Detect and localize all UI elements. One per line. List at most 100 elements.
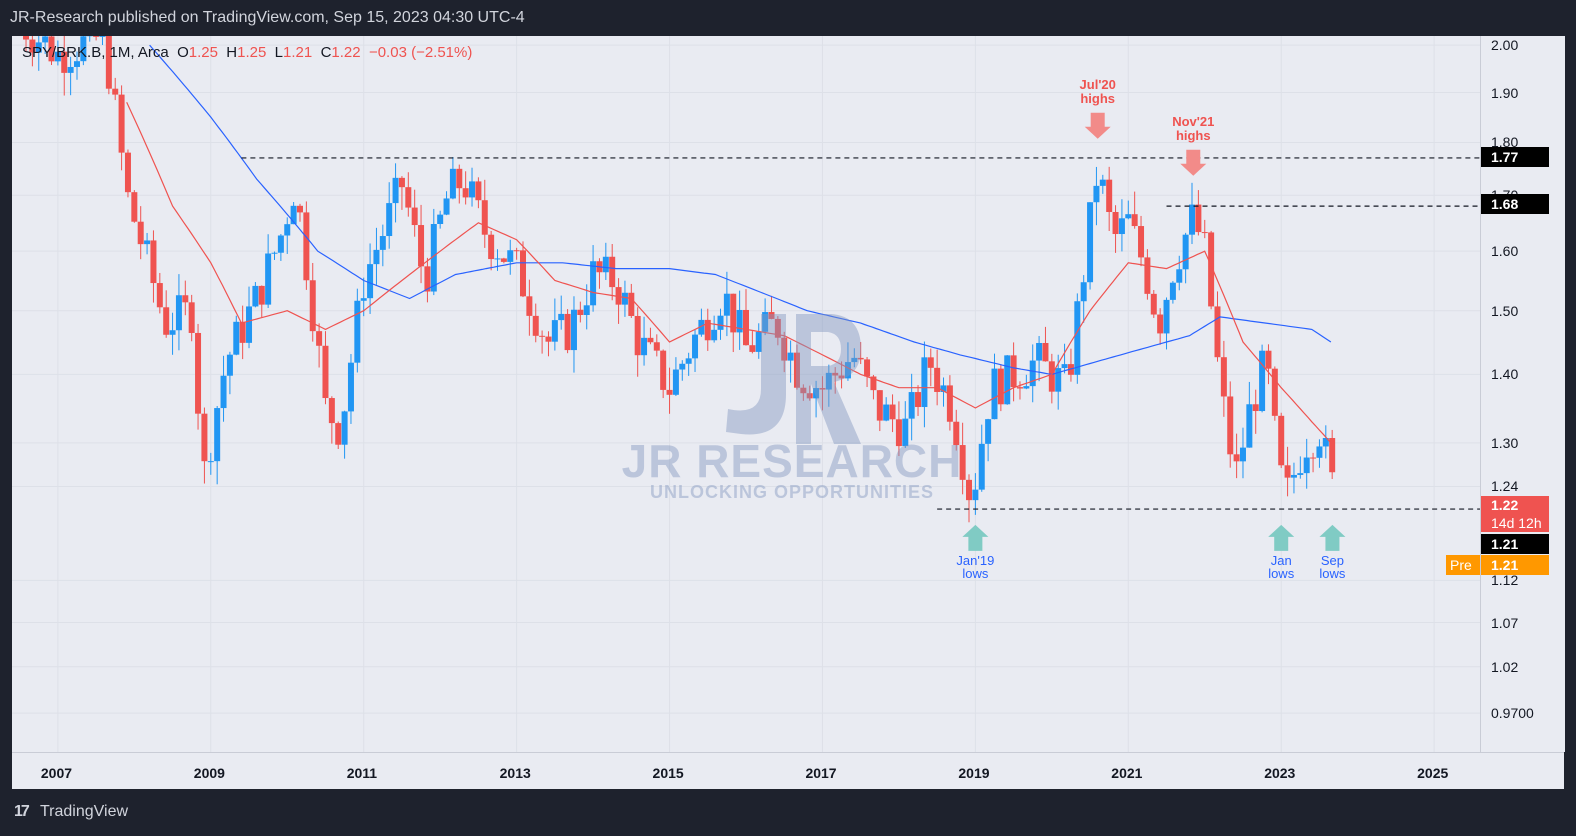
candle-body (144, 240, 151, 245)
candle-body (258, 285, 265, 305)
candle-body (532, 315, 539, 336)
candle-body (1182, 234, 1189, 270)
open-label: O (177, 44, 189, 61)
candle-body (1303, 457, 1310, 474)
candle-body (908, 392, 915, 419)
jr-logo-watermark (726, 314, 861, 444)
y-tick-label: 0.9700 (1491, 705, 1534, 722)
candle-body (513, 250, 520, 252)
y-tick-label: 1.60 (1491, 243, 1519, 260)
candle-body (1246, 404, 1253, 448)
candle-body (226, 354, 233, 376)
candle-body (1176, 269, 1183, 283)
candle-body (1163, 299, 1170, 334)
footer: 17 TradingView (0, 788, 1576, 836)
candle-body (1099, 179, 1106, 186)
candle-body (660, 350, 667, 390)
high-value: 1.25 (237, 44, 267, 61)
annotation-label: Jul'20 (1080, 77, 1116, 92)
change-value: −0.03 (−2.51%) (368, 44, 473, 61)
tradingview-logo-icon: 17 (14, 803, 30, 820)
candle-body (195, 332, 202, 414)
publish-title: JR-Research published on TradingView.com… (10, 9, 525, 26)
annotation-label: Sep (1321, 553, 1344, 568)
brand-name[interactable]: TradingView (40, 803, 129, 820)
price-tag-last: 1.22 (1481, 496, 1549, 514)
candle-body (481, 200, 488, 235)
candle-body (398, 177, 405, 188)
candle-body (832, 372, 839, 376)
candle-body (570, 309, 577, 351)
candle-body (583, 305, 590, 315)
x-tick-label: 2019 (958, 765, 990, 781)
candle-body (1284, 465, 1291, 478)
candle-body (813, 388, 820, 399)
candle-body (405, 187, 412, 208)
candle-body (449, 168, 456, 199)
chart-plot-area[interactable]: Jul'20 highs Nov'21 highs Jan'19 lows Jan lows S… (12, 36, 1480, 752)
x-tick-label: 2017 (805, 765, 837, 781)
close-label: C (320, 44, 332, 61)
candle-body (1125, 214, 1132, 219)
candle-body (545, 336, 552, 342)
candle-body (800, 387, 807, 394)
candle-body (1157, 314, 1164, 334)
candle-body (1265, 350, 1272, 369)
x-tick-label: 2011 (346, 765, 378, 781)
candle-body (1259, 350, 1266, 412)
candle-body (666, 389, 673, 395)
candle-body (131, 192, 138, 222)
candle-body (755, 331, 762, 352)
candle-body (558, 313, 565, 321)
arrow-down-icon (1084, 112, 1111, 139)
candle-body (1316, 446, 1323, 458)
candle-body (634, 315, 641, 356)
candle-body (519, 250, 526, 297)
candle-body (628, 292, 635, 316)
price-axis[interactable]: 2.001.901.801.701.601.501.401.301.241.12… (1480, 36, 1565, 752)
candle-body (150, 240, 157, 284)
moving-average-fast (126, 102, 1332, 444)
candle-body (774, 318, 781, 338)
annotation-label: lows (1319, 566, 1346, 581)
price-tag-high-2: 1.68 (1481, 194, 1549, 214)
time-axis[interactable]: 2007 2009 2011 2013 2015 2017 2019 2021 2023 2025 (12, 752, 1564, 789)
candle-body (1023, 386, 1030, 389)
candle-body (1131, 214, 1138, 227)
candle-body (424, 266, 431, 292)
candle-body (838, 375, 845, 379)
candle-body (1029, 360, 1036, 387)
candle-body (411, 207, 418, 226)
candle-body (736, 309, 743, 333)
symbol-label[interactable]: SPY/BRK.B, 1M, Arca (22, 44, 169, 61)
candle-body (175, 295, 182, 331)
candle-body (335, 423, 342, 445)
candle-body (42, 36, 49, 43)
candle-body (277, 235, 284, 253)
candle-body (124, 152, 131, 193)
candle-body (437, 214, 444, 225)
x-tick-label: 2025 (1417, 765, 1449, 781)
candle-body (704, 319, 711, 341)
candle-body (1189, 204, 1196, 235)
candle-body (233, 321, 240, 355)
candle-body (328, 398, 335, 424)
candle-body (246, 306, 253, 343)
candle-body (1087, 202, 1094, 283)
candle-body (876, 390, 883, 421)
candle-body (67, 66, 74, 73)
candle-body (1220, 357, 1227, 397)
candle-body (1048, 361, 1055, 392)
candle-body (672, 369, 679, 395)
price-chart[interactable]: Jul'20highsNov'21highsJan'19lowsJanlowsS… (12, 36, 1480, 752)
y-tick-label: 1.90 (1491, 84, 1519, 101)
pre-label-tag: Pre (1446, 555, 1480, 575)
candle-body (354, 300, 361, 363)
annotation-label: lows (1268, 566, 1295, 581)
watermark-name: JR RESEARCH (621, 435, 963, 487)
candle-body (99, 36, 106, 37)
price-tag-low: 1.21 (1481, 534, 1549, 554)
y-tick-label: 1.02 (1491, 658, 1519, 675)
ohlc-legend[interactable]: SPY/BRK.B, 1M, Arca O1.25 H1.25 L1.21 C1… (22, 44, 472, 61)
candle-body (959, 445, 966, 480)
